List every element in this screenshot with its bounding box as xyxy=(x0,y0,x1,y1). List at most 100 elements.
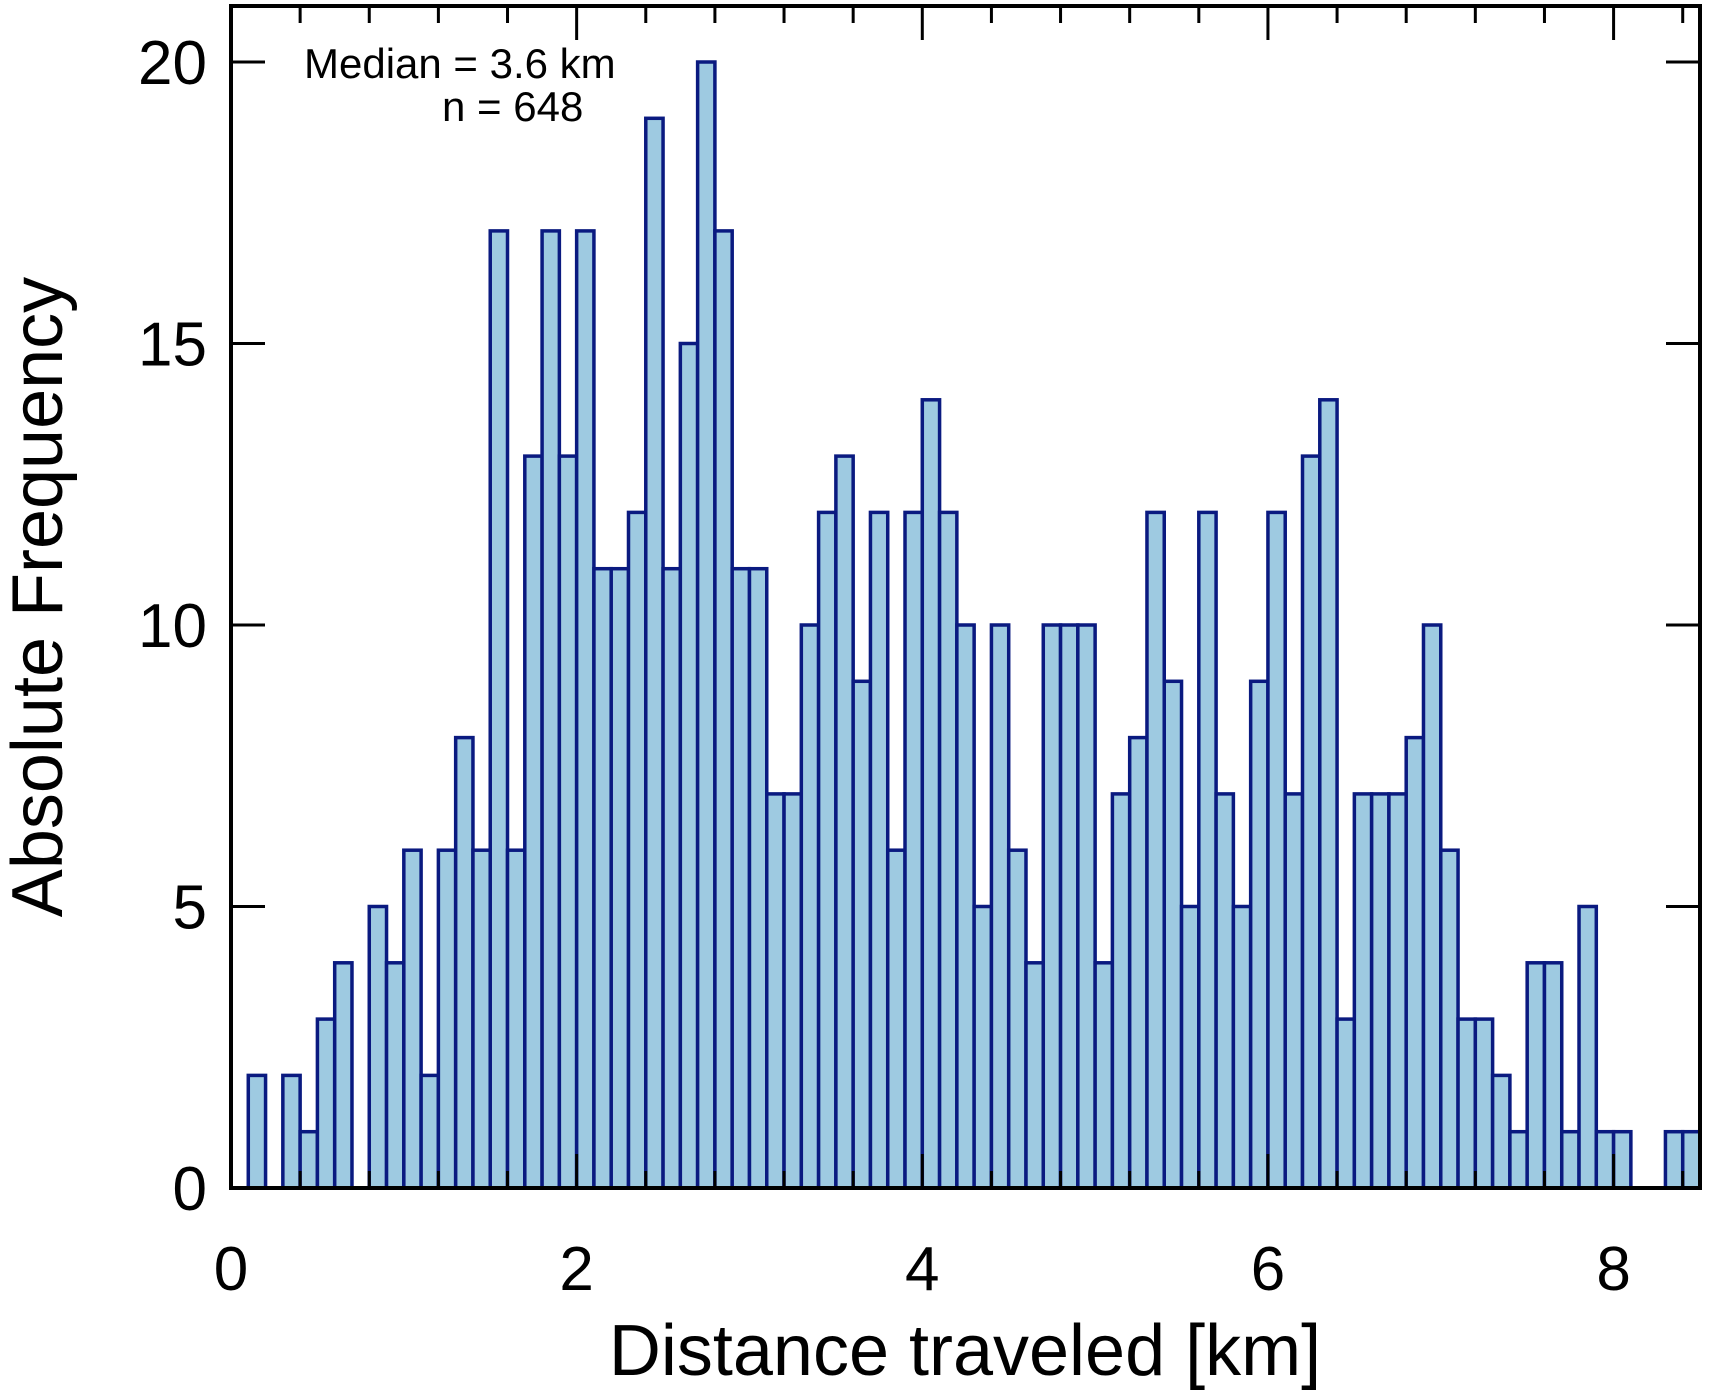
histogram-bar xyxy=(1456,1017,1478,1190)
histogram-bar xyxy=(1404,735,1426,1190)
y-axis-title: Absolute Frequency xyxy=(0,277,78,917)
median-annotation: Median = 3.6 km xyxy=(304,40,616,87)
histogram-bar xyxy=(574,229,596,1190)
histogram-bar xyxy=(1542,961,1564,1190)
histogram-bar xyxy=(1387,792,1408,1190)
histogram-bar xyxy=(1197,510,1218,1190)
x-tick-label: 0 xyxy=(214,1235,248,1304)
histogram-bar xyxy=(298,1129,320,1190)
y-tick-label: 20 xyxy=(138,29,207,98)
x-axis-title: Distance traveled [km] xyxy=(609,1311,1321,1391)
histogram-bar xyxy=(1266,510,1287,1190)
histogram-bar xyxy=(1024,961,1046,1190)
histogram-bar xyxy=(1439,848,1460,1190)
histogram-bar xyxy=(1559,1129,1581,1190)
histogram-bar xyxy=(1127,735,1149,1190)
histogram-bar xyxy=(1508,1129,1529,1190)
histogram-bar xyxy=(799,623,821,1190)
histogram-bar xyxy=(1490,1073,1512,1190)
histogram-bar xyxy=(868,510,890,1190)
histogram-bar xyxy=(1179,904,1201,1190)
histogram-bar xyxy=(471,848,492,1190)
histogram-bar xyxy=(1248,679,1270,1190)
histogram-bar xyxy=(1006,848,1028,1190)
histogram-bar xyxy=(384,961,406,1190)
histogram-bar xyxy=(1093,961,1115,1190)
histogram-bar xyxy=(955,623,976,1190)
histogram-bar xyxy=(1231,904,1253,1190)
histogram-bar xyxy=(332,961,354,1190)
histogram-bar xyxy=(1680,1129,1702,1190)
histogram-bar xyxy=(851,679,873,1190)
histogram-bar xyxy=(816,510,838,1190)
histogram-bar xyxy=(246,1073,268,1190)
histogram-bar xyxy=(1369,792,1391,1190)
histogram-bar xyxy=(488,229,510,1190)
histogram-bar xyxy=(1473,1017,1495,1190)
histogram-bar xyxy=(1110,792,1132,1190)
histogram-bar xyxy=(1214,792,1236,1190)
histogram-bar xyxy=(678,341,700,1190)
ticks-layer xyxy=(229,6,1700,1190)
histogram-bar xyxy=(523,454,544,1190)
histogram-bar xyxy=(592,566,613,1190)
histogram-bar xyxy=(453,735,475,1190)
histogram-bar xyxy=(695,60,717,1190)
histogram-bar xyxy=(626,510,648,1190)
histogram-bar xyxy=(1421,623,1443,1190)
histogram-bar xyxy=(315,1017,337,1190)
y-tick-label: 10 xyxy=(138,592,207,661)
histogram-bar xyxy=(834,454,855,1190)
histogram-bar xyxy=(419,1073,441,1190)
histogram-bar xyxy=(989,623,1011,1190)
histogram-bar xyxy=(972,904,994,1190)
histogram-bar xyxy=(1611,1129,1633,1190)
histogram-bar xyxy=(367,904,389,1190)
histogram-bar xyxy=(782,792,804,1190)
plot-frame xyxy=(229,4,1702,1190)
histogram-bar xyxy=(937,510,959,1190)
histogram-bar xyxy=(1352,792,1374,1190)
histogram-bar xyxy=(903,510,925,1190)
y-tick-label: 15 xyxy=(138,311,207,380)
x-tick-label: 6 xyxy=(1251,1235,1285,1304)
histogram-bar xyxy=(436,848,458,1190)
histogram-bar xyxy=(1594,1129,1616,1190)
y-tick-label: 0 xyxy=(173,1155,207,1224)
x-tick-label: 2 xyxy=(559,1235,593,1304)
histogram-bar xyxy=(1162,679,1184,1190)
histogram-bar xyxy=(505,848,527,1190)
histogram-bar xyxy=(1145,510,1166,1190)
labels-layer: 0 2 4 6 8 0 5 10 15 20 xyxy=(138,29,1631,1304)
histogram-bar xyxy=(644,116,665,1190)
histogram-bar xyxy=(713,229,734,1190)
histogram-bar xyxy=(1058,623,1080,1190)
histogram-bar xyxy=(661,566,683,1190)
x-tick-label: 4 xyxy=(905,1235,939,1304)
histogram-bar xyxy=(1283,792,1305,1190)
histogram-bar xyxy=(1041,623,1063,1190)
histogram-bar xyxy=(540,229,562,1190)
histogram-bar xyxy=(557,454,579,1190)
histogram-bar xyxy=(1525,961,1547,1190)
histogram-bar xyxy=(281,1073,302,1190)
histogram-bar xyxy=(920,398,942,1190)
histogram-bar xyxy=(1300,454,1322,1190)
histogram-bar xyxy=(1663,1129,1685,1190)
histogram-bar xyxy=(402,848,423,1190)
histogram-bar xyxy=(730,566,752,1190)
sample-size-annotation: n = 648 xyxy=(442,83,583,130)
histogram-bar xyxy=(1335,1017,1357,1190)
histogram-bar xyxy=(765,792,786,1190)
histogram-bar xyxy=(747,566,769,1190)
y-tick-label: 5 xyxy=(173,874,207,943)
histogram-bar xyxy=(885,848,907,1190)
histogram-bar xyxy=(1577,904,1599,1190)
bars-layer xyxy=(246,60,1702,1190)
histogram-bar xyxy=(1076,623,1097,1190)
histogram-bar xyxy=(609,566,631,1190)
histogram-bar xyxy=(1318,398,1339,1190)
x-tick-label: 8 xyxy=(1596,1235,1630,1304)
